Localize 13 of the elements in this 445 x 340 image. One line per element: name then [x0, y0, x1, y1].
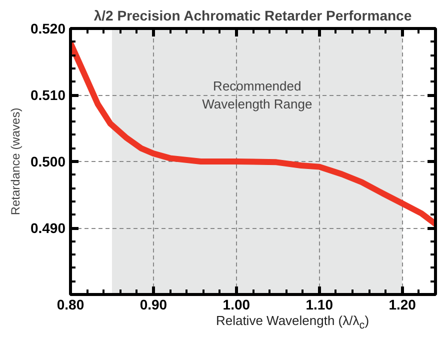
x-tick-label: 1.00: [222, 296, 250, 312]
x-tick-label: 1.10: [306, 296, 334, 312]
y-tick-label: 0.510: [30, 87, 66, 103]
y-tick-label: 0.520: [30, 20, 66, 36]
y-tick-label: 0.500: [30, 154, 66, 170]
chart-title: λ/2 Precision Achromatic Retarder Performance: [94, 8, 412, 24]
y-axis-title: Retardance (waves): [8, 108, 22, 216]
x-tick-label: 0.80: [56, 296, 84, 312]
y-tick-label: 0.490: [30, 220, 66, 236]
x-axis-title: Relative Wavelength (λ/λ$_{c}$): [216, 312, 370, 334]
band-label: Recommended Wavelength Range: [202, 78, 312, 112]
x-tick-label: 0.90: [140, 296, 168, 312]
x-tick-label: 1.20: [388, 296, 416, 312]
